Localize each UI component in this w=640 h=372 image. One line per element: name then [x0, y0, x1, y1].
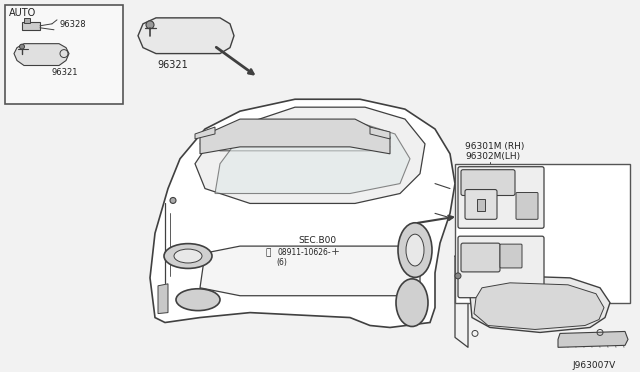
- Bar: [477, 199, 485, 211]
- Text: 26165P(LH): 26165P(LH): [553, 203, 602, 212]
- Text: (6): (6): [276, 258, 287, 267]
- FancyBboxPatch shape: [458, 236, 544, 298]
- Bar: [5, 5, 123, 104]
- Text: 96328: 96328: [59, 20, 86, 29]
- Ellipse shape: [406, 234, 424, 266]
- Text: 96321: 96321: [51, 68, 77, 77]
- Ellipse shape: [396, 279, 428, 327]
- Polygon shape: [195, 107, 425, 203]
- Circle shape: [170, 198, 176, 203]
- Bar: [22, 22, 40, 30]
- Text: 96365MKRH): 96365MKRH): [553, 169, 608, 178]
- Ellipse shape: [398, 223, 432, 278]
- FancyBboxPatch shape: [500, 244, 522, 268]
- Polygon shape: [474, 283, 604, 330]
- Polygon shape: [310, 250, 330, 280]
- Ellipse shape: [174, 249, 202, 263]
- Polygon shape: [150, 99, 455, 327]
- Text: 96321: 96321: [157, 60, 188, 70]
- Text: J963007V: J963007V: [572, 361, 615, 370]
- Bar: [24, 18, 30, 23]
- Ellipse shape: [176, 289, 220, 311]
- FancyBboxPatch shape: [458, 167, 544, 228]
- Polygon shape: [200, 246, 420, 296]
- FancyBboxPatch shape: [516, 193, 538, 219]
- Text: 96366MKLH): 96366MKLH): [553, 179, 607, 187]
- Polygon shape: [158, 284, 168, 314]
- FancyBboxPatch shape: [461, 243, 500, 272]
- Polygon shape: [470, 276, 610, 333]
- Polygon shape: [558, 331, 628, 347]
- Polygon shape: [14, 44, 69, 65]
- Circle shape: [146, 21, 154, 29]
- Text: 26282: 26282: [553, 238, 581, 247]
- Ellipse shape: [164, 244, 212, 269]
- Text: 96302M(LH): 96302M(LH): [465, 152, 520, 161]
- Text: AUTO: AUTO: [9, 8, 36, 18]
- Text: (FOOT LAMP: (FOOT LAMP: [553, 249, 605, 258]
- FancyBboxPatch shape: [461, 170, 515, 196]
- Text: SEC.B00: SEC.B00: [298, 236, 336, 245]
- Text: BULB): BULB): [553, 259, 579, 268]
- Text: 08911-10626-: 08911-10626-: [278, 248, 332, 257]
- Polygon shape: [200, 119, 390, 154]
- Polygon shape: [215, 121, 410, 193]
- FancyBboxPatch shape: [465, 190, 497, 219]
- Polygon shape: [195, 127, 215, 139]
- Circle shape: [19, 44, 24, 49]
- Polygon shape: [138, 18, 234, 54]
- Text: Ⓝ: Ⓝ: [266, 248, 271, 257]
- Polygon shape: [370, 127, 390, 139]
- Text: 26160P(RH): 26160P(RH): [553, 193, 604, 202]
- Text: 96301M (RH): 96301M (RH): [465, 142, 524, 151]
- Bar: [455, 164, 630, 303]
- Circle shape: [455, 273, 461, 279]
